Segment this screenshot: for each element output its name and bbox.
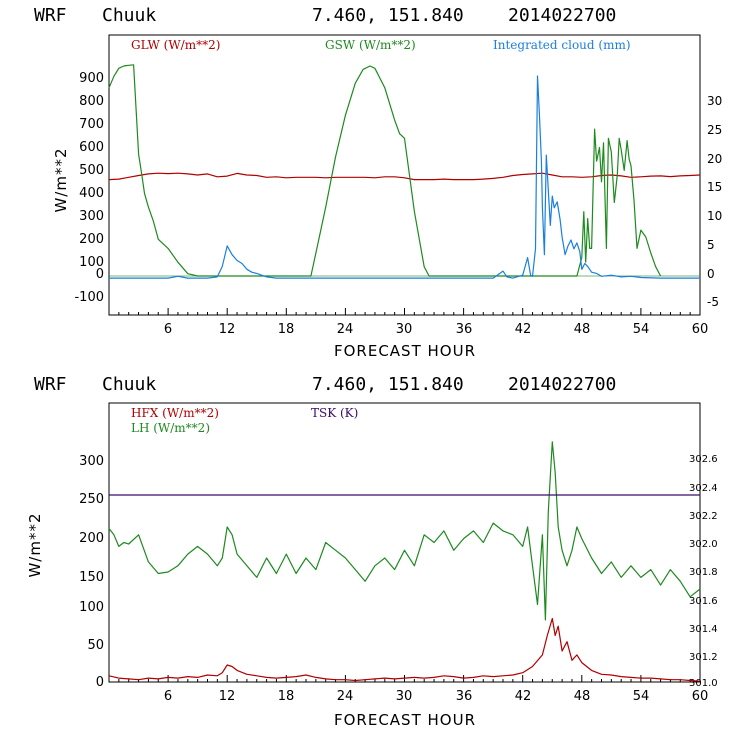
- panel1-y2tick: 5: [707, 238, 715, 252]
- panel1-ytick: 100: [79, 255, 104, 270]
- panel1-xtick: 18: [278, 322, 295, 337]
- panel1-date: 2014022700: [508, 5, 616, 26]
- panel2-ytick: 200: [79, 531, 104, 546]
- series-line-gsw: [108, 64, 662, 277]
- panel2-y2tick: 302.0: [689, 539, 718, 550]
- panel1-plot-area: [108, 64, 701, 315]
- panel1-model: WRF: [34, 5, 67, 26]
- panel2-y2tick: 302.2: [689, 511, 718, 522]
- panel2-y2tick: 301.4: [689, 624, 718, 635]
- panel1-ytick: 200: [79, 232, 104, 247]
- panel2-y2tick: 301.2: [689, 652, 718, 663]
- panel1-y2tick: 25: [707, 123, 722, 137]
- panel1-ytick: 500: [79, 163, 104, 178]
- panel2-ytick: 300: [79, 454, 104, 469]
- panel1-ytick: -100: [74, 290, 104, 305]
- panel2-date: 2014022700: [508, 374, 616, 395]
- panel2-ytick: 0: [96, 675, 104, 690]
- panel2-xtick: 18: [278, 689, 295, 704]
- panel2-ylabel: W/m**2: [26, 512, 44, 577]
- panel2-xtick: 54: [633, 689, 650, 704]
- panel2-legend-lh: LH (W/m**2): [131, 421, 210, 435]
- panel2-station: Chuuk: [102, 374, 156, 395]
- panel1-xtick: 24: [337, 322, 354, 337]
- panel2-ytick: 150: [79, 570, 104, 585]
- panel1-ylabel: W/m**2: [52, 147, 70, 212]
- panel2-xlabel: FORECAST HOUR: [334, 711, 476, 729]
- panel2-xtick: 24: [337, 689, 354, 704]
- panel1-ytick: 900: [79, 71, 104, 86]
- panel1-xtick: 30: [396, 322, 413, 337]
- panel1-xtick: 12: [219, 322, 236, 337]
- panel1-ytick: 700: [79, 117, 104, 132]
- panel1-xtick: 48: [574, 322, 591, 337]
- series-line-hfx: [108, 617, 701, 682]
- panel2-ytick: 50: [87, 638, 104, 653]
- panel2-xtick: 30: [396, 689, 413, 704]
- panel2-plot-area: [108, 441, 701, 682]
- panel2-legend-tsk: TSK (K): [311, 406, 358, 420]
- series-line-lh: [108, 441, 701, 621]
- panel1-ytick: 400: [79, 186, 104, 201]
- panel2-y2tick: 302.6: [689, 454, 718, 465]
- series-line-glw: [108, 172, 701, 181]
- panel2-coords: 7.460, 151.840: [312, 374, 464, 395]
- panel1-ytick: 0: [96, 267, 104, 282]
- panel2-y2tick: 301.6: [689, 596, 718, 607]
- panel2-xtick: 36: [456, 689, 473, 704]
- panel2-xtick: 42: [515, 689, 532, 704]
- panel2-yticks: 300 250 200 150 100 50 0: [79, 454, 104, 690]
- panel1-y2tick: 10: [707, 209, 722, 223]
- panel2-y2tick: 301.8: [689, 567, 718, 578]
- panel1-ytick: 600: [79, 140, 104, 155]
- series-line-integrated: [109, 75, 700, 279]
- panel2-model: WRF: [34, 374, 67, 395]
- panel1-y2tick: 15: [707, 180, 722, 194]
- panel1-ytick: 300: [79, 209, 104, 224]
- panel1-xlabel: FORECAST HOUR: [334, 342, 476, 360]
- panel2-ytick: 100: [79, 600, 104, 615]
- panel2-xtick: 48: [574, 689, 591, 704]
- panel2-xtick: 12: [219, 689, 236, 704]
- panel-2: WRF Chuuk 7.460, 151.840 2014022700 HFX …: [26, 374, 718, 729]
- panel-1: WRF Chuuk 7.460, 151.840 2014022700 GLW …: [34, 5, 722, 360]
- panel1-ytick: 800: [79, 94, 104, 109]
- panel2-legend-hfx: HFX (W/m**2): [131, 406, 219, 420]
- panel2-frame: [108, 402, 701, 683]
- panel1-legend-cloud: Integrated cloud (mm): [493, 38, 631, 52]
- panel2-y2ticks: 302.6 302.4 302.2 302.0 301.8 301.6 301.…: [689, 454, 718, 689]
- panel1-station: Chuuk: [102, 5, 156, 26]
- panel1-xtick: 54: [633, 322, 650, 337]
- panel1-y2tick: 30: [707, 94, 722, 108]
- panel1-y2tick: -5: [707, 295, 719, 309]
- panel1-xtick: 42: [515, 322, 532, 337]
- panel1-coords: 7.460, 151.840: [312, 5, 464, 26]
- panel2-y2tick: 302.4: [689, 483, 718, 494]
- panel1-y2tick: 0: [707, 267, 715, 281]
- panel1-xtick: 6: [164, 322, 172, 337]
- panel1-y2tick: 20: [707, 152, 722, 166]
- panel1-xtick: 60: [692, 322, 709, 337]
- panel1-xticks: 6 12 18 24 30 36 42 48 54 60: [164, 322, 708, 337]
- panel1-yticks: 900 800 700 600 500 400 300 200 100 0 -1…: [74, 71, 104, 305]
- panel1-legend-gsw: GSW (W/m**2): [325, 38, 416, 52]
- panel1-xtick: 36: [456, 322, 473, 337]
- panel2-y2tick: 301.0: [689, 678, 718, 689]
- panel2-xtick: 60: [692, 689, 709, 704]
- panel2-xtick: 6: [164, 689, 172, 704]
- panel2-xticks: 6 12 18 24 30 36 42 48 54 60: [164, 689, 708, 704]
- panel2-ytick: 250: [79, 492, 104, 507]
- panel1-legend-glw: GLW (W/m**2): [131, 38, 220, 52]
- panel1-y2ticks: 30 25 20 15 10 5 0 -5: [707, 94, 722, 309]
